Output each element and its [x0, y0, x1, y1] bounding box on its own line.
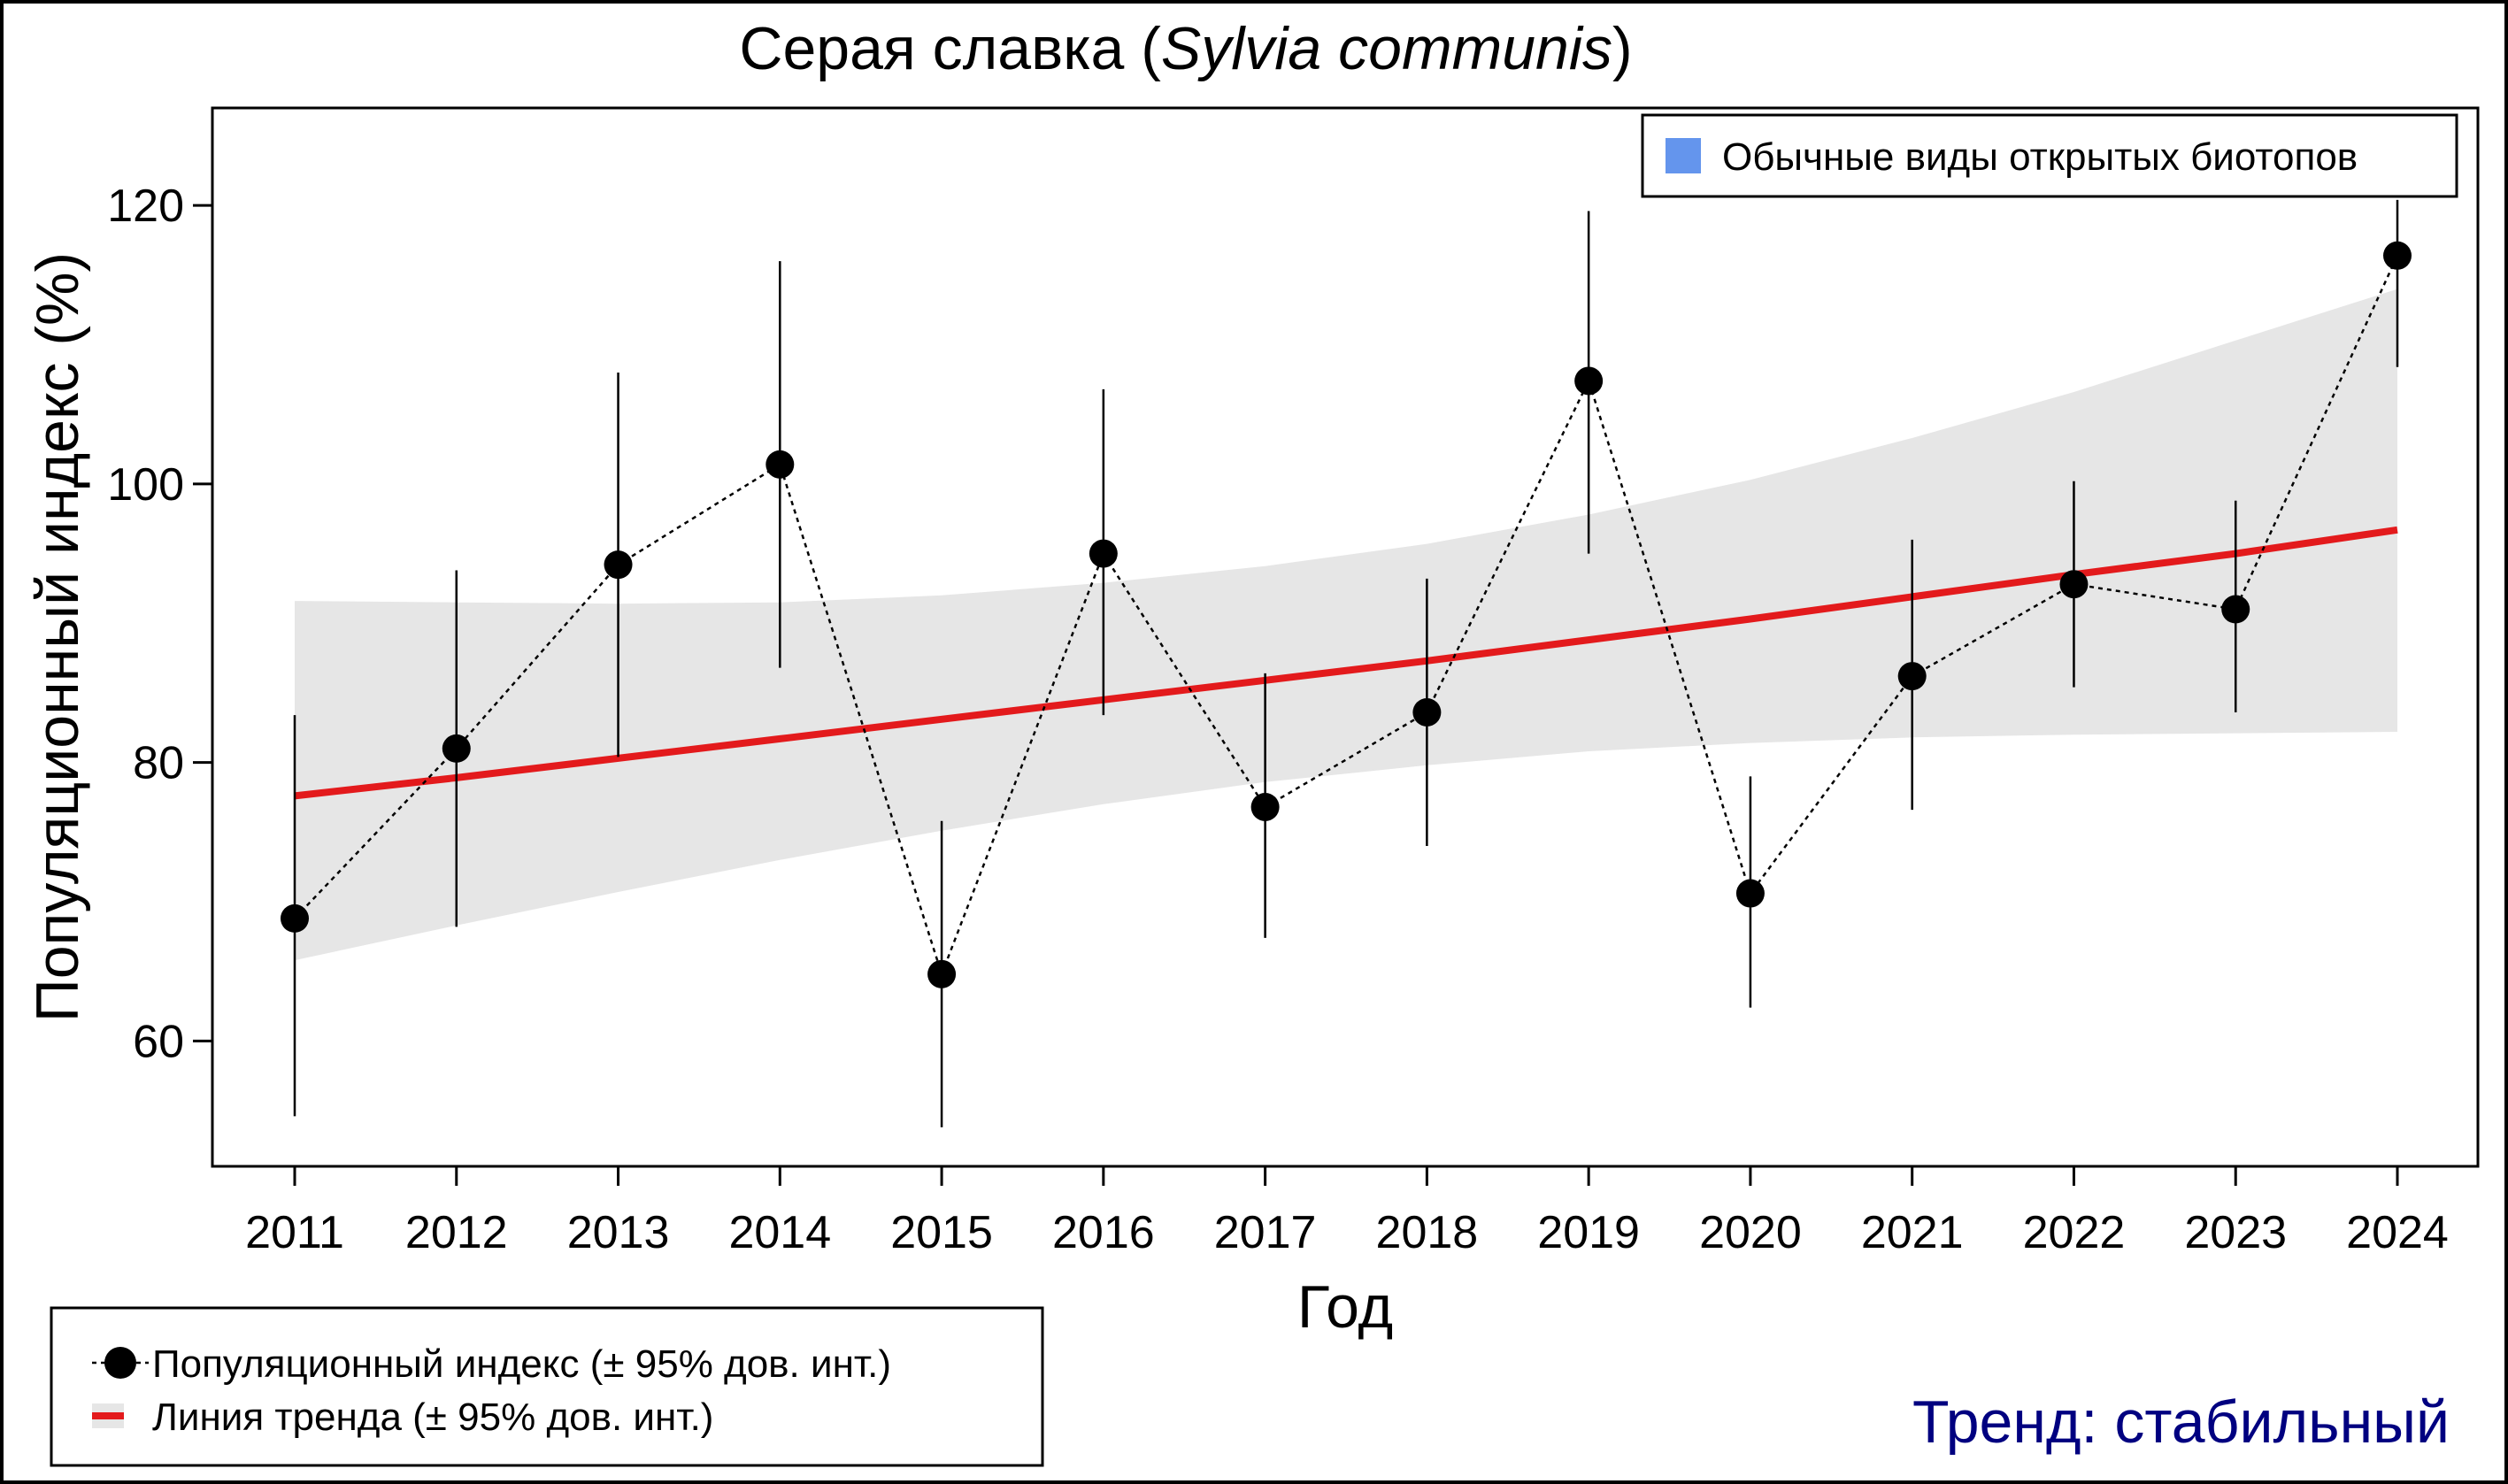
title-main: Серая славка ( — [739, 15, 1161, 82]
y-tick-label-100: 100 — [107, 459, 184, 511]
index-point-2013 — [604, 550, 633, 580]
habitat-badge-box — [1641, 113, 2458, 198]
x-tick-label-2014: 2014 — [728, 1207, 831, 1258]
index-point-2018 — [1412, 697, 1442, 727]
x-tick-label-2020: 2020 — [1699, 1207, 1802, 1258]
index-point-2020 — [1735, 879, 1765, 908]
index-point-2023 — [2221, 595, 2250, 624]
title-latin: Sylvia communis — [1161, 15, 1612, 82]
y-axis: 60 80 100 120 — [107, 181, 212, 1067]
x-tick-label-2021: 2021 — [1861, 1207, 1964, 1258]
trend-confidence-band — [295, 288, 2397, 961]
chart-title: Серая славка (Sylvia communis) — [739, 15, 1632, 82]
index-point-2014 — [765, 450, 795, 479]
x-tick-label-2016: 2016 — [1052, 1207, 1155, 1258]
x-tick-label-2023: 2023 — [2184, 1207, 2287, 1258]
y-tick-label-80: 80 — [133, 738, 184, 789]
index-point-2016 — [1089, 539, 1118, 568]
x-tick-label-2013: 2013 — [567, 1207, 670, 1258]
index-point-2022 — [2059, 570, 2089, 599]
legend-index-label: Популяционный индекс (± 95% дов. инт.) — [152, 1342, 891, 1386]
x-tick-label-2022: 2022 — [2023, 1207, 2126, 1258]
plot-area-frame — [211, 106, 2480, 1168]
index-point-2011 — [281, 903, 309, 933]
x-tick-label-2012: 2012 — [405, 1207, 508, 1258]
habitat-badge-swatch — [1666, 138, 1701, 173]
trend-line-group — [294, 526, 2398, 800]
index-point-2024 — [2383, 241, 2412, 270]
x-tick-label-2019: 2019 — [1537, 1207, 1640, 1258]
x-tick-label-2011: 2011 — [245, 1207, 344, 1258]
x-tick-label-2017: 2017 — [1214, 1207, 1317, 1258]
x-axis: 2011 2012 2013 2014 2015 2016 2017 2018 2019 2020… — [245, 1166, 2449, 1258]
index-point-2019 — [1574, 366, 1604, 396]
index-point-2021 — [1897, 662, 1927, 691]
habitat-badge-text: Обычные виды открытых биотопов — [1722, 135, 2358, 179]
x-axis-label: Год — [1297, 1273, 1393, 1341]
x-tick-label-2018: 2018 — [1376, 1207, 1479, 1258]
x-tick-label-2015: 2015 — [890, 1207, 993, 1258]
habitat-badge: Обычные виды открытых биотопов — [1641, 113, 2458, 198]
trend-verdict: Тренд: стабильный — [1912, 1388, 2450, 1456]
legend: Популяционный индекс (± 95% дов. инт.) Л… — [50, 1306, 1044, 1467]
legend-index-marker — [104, 1347, 136, 1379]
legend-box — [50, 1306, 1044, 1467]
index-point-2012 — [442, 734, 471, 763]
y-tick-label-120: 120 — [107, 181, 184, 232]
index-points — [281, 241, 2412, 988]
index-point-2017 — [1250, 792, 1280, 821]
trend-band-area — [295, 288, 2397, 961]
title-end: ) — [1612, 15, 1633, 82]
y-axis-label: Популяционный индекс (%) — [24, 252, 91, 1022]
index-point-2015 — [927, 959, 957, 988]
y-tick-label-60: 60 — [133, 1016, 184, 1067]
x-tick-label-2024: 2024 — [2346, 1207, 2449, 1258]
legend-trend-label: Линия тренда (± 95% дов. инт.) — [152, 1396, 713, 1439]
trend-line — [294, 526, 2398, 800]
